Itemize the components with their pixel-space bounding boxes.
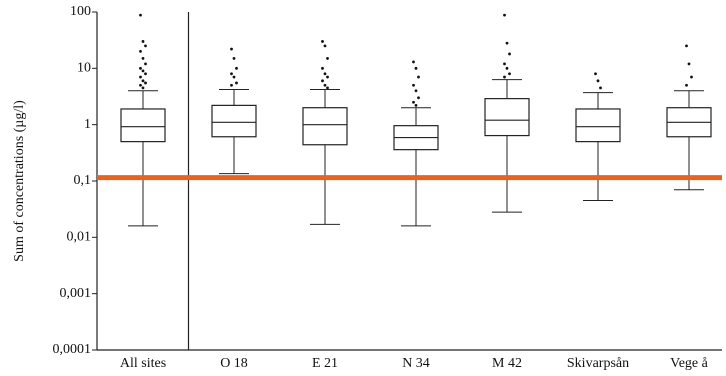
box xyxy=(302,107,348,146)
outlier xyxy=(599,86,602,90)
outlier xyxy=(230,47,233,51)
outlier xyxy=(144,44,147,48)
outlier xyxy=(235,81,238,85)
outlier xyxy=(139,66,142,70)
outlier xyxy=(141,57,145,60)
outlier xyxy=(503,13,506,17)
outlier xyxy=(503,62,506,66)
outlier xyxy=(690,75,693,79)
outlier xyxy=(414,66,418,70)
outlier xyxy=(235,66,238,70)
outlier xyxy=(139,75,142,79)
outlier xyxy=(508,52,511,56)
y-tick-label: 0,01 xyxy=(67,230,92,245)
outlier xyxy=(230,72,233,76)
box xyxy=(120,108,166,143)
outlier xyxy=(412,100,415,104)
outlier xyxy=(505,41,509,45)
outlier xyxy=(412,60,415,64)
outlier xyxy=(141,79,145,83)
outlier xyxy=(508,72,511,76)
x-tick-label: Vege å xyxy=(670,356,708,371)
x-tick-label: Skivarpsån xyxy=(567,356,629,371)
outlier xyxy=(232,75,236,79)
outlier xyxy=(503,75,506,79)
y-tick-label: 0,001 xyxy=(60,286,92,301)
outlier xyxy=(326,86,329,90)
x-tick-label: All sites xyxy=(120,356,166,371)
outlier xyxy=(414,103,418,107)
outlier xyxy=(321,66,324,70)
outlier xyxy=(321,40,324,43)
x-tick-label: M 42 xyxy=(492,356,522,371)
outlier xyxy=(685,44,688,48)
outlier xyxy=(139,13,142,17)
outlier xyxy=(144,62,147,66)
outlier xyxy=(326,75,329,79)
outlier xyxy=(323,83,327,87)
outlier xyxy=(323,72,327,76)
y-tick-label: 0,1 xyxy=(74,173,92,188)
y-axis-label: Sum of concentrations (µg/l) xyxy=(12,100,27,262)
outlier xyxy=(323,44,327,48)
x-tick-label: O 18 xyxy=(220,356,248,371)
x-tick-label: E 21 xyxy=(312,356,338,371)
y-tick-label: 1 xyxy=(84,117,91,132)
box xyxy=(575,108,621,143)
outlier xyxy=(232,57,236,60)
outlier xyxy=(417,96,420,100)
outlier xyxy=(139,49,142,53)
outlier xyxy=(596,79,600,83)
y-tick-label: 0,0001 xyxy=(53,342,92,357)
outlier xyxy=(141,40,145,43)
y-tick-label: 100 xyxy=(70,4,91,19)
outlier xyxy=(141,69,145,73)
outlier xyxy=(687,62,691,66)
outlier xyxy=(594,72,597,76)
outlier xyxy=(414,89,418,93)
outlier xyxy=(230,83,233,87)
outlier xyxy=(141,86,145,90)
x-tick-label: N 34 xyxy=(402,356,430,371)
outlier xyxy=(326,57,329,60)
outlier xyxy=(412,83,415,87)
outlier xyxy=(144,72,147,76)
outlier xyxy=(417,75,420,79)
box xyxy=(211,104,257,138)
outlier xyxy=(139,83,142,87)
box xyxy=(484,98,530,137)
outlier xyxy=(505,66,509,70)
outlier xyxy=(685,83,688,87)
y-tick-label: 10 xyxy=(77,61,91,76)
outlier xyxy=(144,81,147,85)
outlier xyxy=(321,79,324,83)
